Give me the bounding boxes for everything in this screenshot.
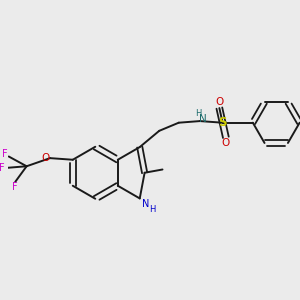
Text: O: O bbox=[42, 153, 50, 163]
Text: F: F bbox=[0, 163, 4, 173]
Text: H: H bbox=[149, 205, 155, 214]
Text: N: N bbox=[199, 115, 206, 124]
Text: F: F bbox=[2, 149, 7, 159]
Text: H: H bbox=[195, 110, 201, 118]
Text: F: F bbox=[12, 182, 18, 192]
Text: O: O bbox=[222, 138, 230, 148]
Text: O: O bbox=[215, 97, 224, 107]
Text: N: N bbox=[142, 199, 149, 209]
Text: S: S bbox=[218, 116, 227, 129]
